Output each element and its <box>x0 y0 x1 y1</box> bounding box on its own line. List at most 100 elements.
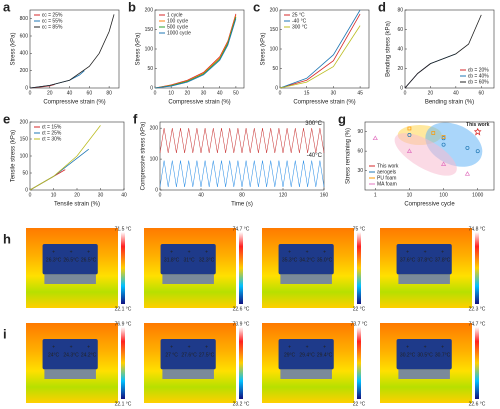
y-axis-label: Stress (kPa) <box>11 32 17 65</box>
data-line <box>29 14 115 89</box>
x-tick-label: 45 <box>357 90 363 96</box>
thermal-base <box>44 369 96 379</box>
color-bar <box>357 232 361 304</box>
spot-temp: 27 °C <box>165 352 178 358</box>
spot-temp: 29°C <box>284 352 296 358</box>
spot-marker: + <box>87 344 90 350</box>
x-tick-label: 0 <box>279 90 282 96</box>
spot-temp: 24.3°C <box>63 352 79 358</box>
y-tick-label: 30 <box>357 168 363 174</box>
legend-label: εt = 30% <box>42 136 62 142</box>
x-tick-label: 0 <box>159 192 162 198</box>
spot-marker: + <box>70 249 73 255</box>
panel-label: e <box>3 111 10 126</box>
thermal-sample <box>42 244 98 275</box>
thermal-sample <box>160 244 216 275</box>
spot-marker: + <box>52 344 55 350</box>
spot-temp: 37.8°C <box>435 257 451 263</box>
x-tick-label: 0 <box>154 90 157 96</box>
point <box>407 126 412 131</box>
spot-temp: 27.5°C <box>199 352 215 358</box>
x-axis-label: Compressive strain (%) <box>168 100 230 106</box>
thermal-sample <box>42 339 98 370</box>
data-line <box>279 9 361 89</box>
legend-label: This work <box>377 163 399 169</box>
y-tick-label: 0 <box>25 85 28 91</box>
spot-temp: 35.3°C <box>282 257 298 263</box>
x-tick-label: 0 <box>29 192 32 198</box>
color-bar <box>239 327 243 399</box>
x-axis-label: Compressive cycle <box>404 202 455 208</box>
y-tick-label: 200 <box>150 126 159 132</box>
x-tick-label: 40 <box>121 192 127 198</box>
y-tick-label: 200 <box>20 119 29 125</box>
point <box>407 133 412 137</box>
min-temp: 22 °C <box>353 401 366 407</box>
y-axis-label: Bending stress (kPa) <box>386 21 392 77</box>
y-tick-label: 600 <box>20 33 29 39</box>
panel-label: d <box>378 0 386 14</box>
x-tick-label: 10 <box>51 192 57 198</box>
spot-temp: 24°C <box>48 352 60 358</box>
y-tick-label: 0 <box>400 85 403 91</box>
y-tick-label: 50 <box>147 66 153 72</box>
point <box>441 135 446 139</box>
data-line <box>29 70 85 89</box>
point <box>473 127 482 136</box>
y-axis-label: Compressive stress (kPa) <box>141 122 147 191</box>
spot-temp: 34.2°C <box>299 257 315 263</box>
panel-label: f <box>133 111 138 126</box>
spot-marker: + <box>170 249 173 255</box>
color-bar <box>239 232 243 304</box>
panel-label: a <box>3 0 11 14</box>
max-temp: 74.8 °C <box>469 226 486 232</box>
spot-marker: + <box>170 344 173 350</box>
point <box>406 148 413 153</box>
point <box>441 142 446 147</box>
x-tick-label: 60 <box>87 90 93 96</box>
data-line <box>159 160 325 187</box>
x-tick-label: 15 <box>304 90 310 96</box>
spot-marker: + <box>87 249 90 255</box>
data-line <box>159 128 325 153</box>
x-tick-label: 10 <box>168 90 174 96</box>
legend-label: 1 cycle <box>167 12 183 18</box>
x-tick-label: 10 <box>407 192 413 198</box>
x-axis-label: Time (s) <box>231 202 253 208</box>
y-tick-label: 150 <box>145 27 154 33</box>
x-tick-label: 20 <box>428 90 434 96</box>
legend-label: εt = 15% <box>42 124 62 130</box>
spot-marker: + <box>288 249 291 255</box>
x-tick-label: 0 <box>29 90 32 96</box>
min-temp: 22.1 °C <box>115 401 132 407</box>
spot-temp: 30.5°C <box>417 352 433 358</box>
spot-marker: + <box>406 344 409 350</box>
spot-temp: 26.5°C <box>81 257 97 263</box>
series-label: -40°C <box>307 153 323 159</box>
y-tick-label: 90 <box>357 129 363 135</box>
y-tick-label: 800 <box>20 16 29 22</box>
point <box>440 161 447 166</box>
thermal-base <box>44 274 96 284</box>
spot-temp: 35.0°C <box>317 257 333 263</box>
point <box>431 131 436 135</box>
thermal-sample <box>278 244 334 275</box>
panel-label: g <box>338 111 346 126</box>
color-bar <box>475 327 479 399</box>
y-tick-label: 100 <box>270 46 279 52</box>
x-tick-label: 80 <box>106 90 112 96</box>
spot-marker: + <box>306 344 309 350</box>
y-tick-label: 100 <box>20 153 29 159</box>
x-tick-label: 40 <box>453 90 459 96</box>
plot-frame <box>364 121 495 191</box>
max-temp: 73.7 °C <box>351 321 368 327</box>
y-axis-label: Stress (kPa) <box>261 32 267 65</box>
legend-label: -40 °C <box>292 18 307 24</box>
min-temp: 22 °C <box>353 306 366 312</box>
x-tick-label: 80 <box>239 192 245 198</box>
y-tick-label: 50 <box>272 66 278 72</box>
max-temp: 71.5 °C <box>115 226 132 232</box>
x-tick-label: 160 <box>320 192 329 198</box>
min-temp: 22.1 °C <box>115 306 132 312</box>
data-line <box>29 148 89 191</box>
